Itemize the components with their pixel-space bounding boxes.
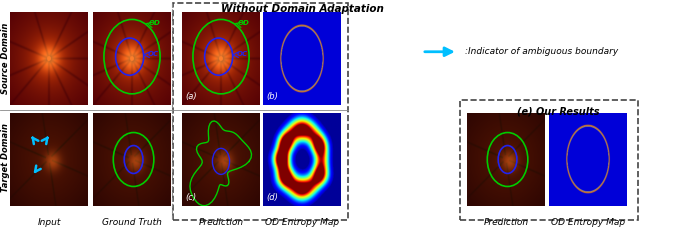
Text: OC: OC xyxy=(236,51,248,57)
Text: Target Domain: Target Domain xyxy=(1,124,10,192)
Text: (a): (a) xyxy=(185,92,197,101)
Text: (c): (c) xyxy=(185,193,196,202)
Text: Ground Truth: Ground Truth xyxy=(102,218,162,227)
Text: OD Entropy Map: OD Entropy Map xyxy=(265,218,339,227)
Text: Without Domain Adaptation: Without Domain Adaptation xyxy=(221,4,384,14)
Text: Source Domain: Source Domain xyxy=(1,22,10,94)
Text: (d): (d) xyxy=(266,193,278,202)
Text: :Indicator of ambiguous boundary: :Indicator of ambiguous boundary xyxy=(465,47,619,56)
Text: Prediction: Prediction xyxy=(484,218,529,227)
Text: (e) Our Results: (e) Our Results xyxy=(516,107,599,117)
Text: Input: Input xyxy=(37,218,61,227)
Text: OD: OD xyxy=(238,20,250,26)
Text: OC: OC xyxy=(147,51,159,57)
Text: Prediction: Prediction xyxy=(199,218,244,227)
Text: OD: OD xyxy=(149,20,161,26)
Text: (b): (b) xyxy=(266,92,278,101)
Text: OD Entropy Map: OD Entropy Map xyxy=(551,218,625,227)
